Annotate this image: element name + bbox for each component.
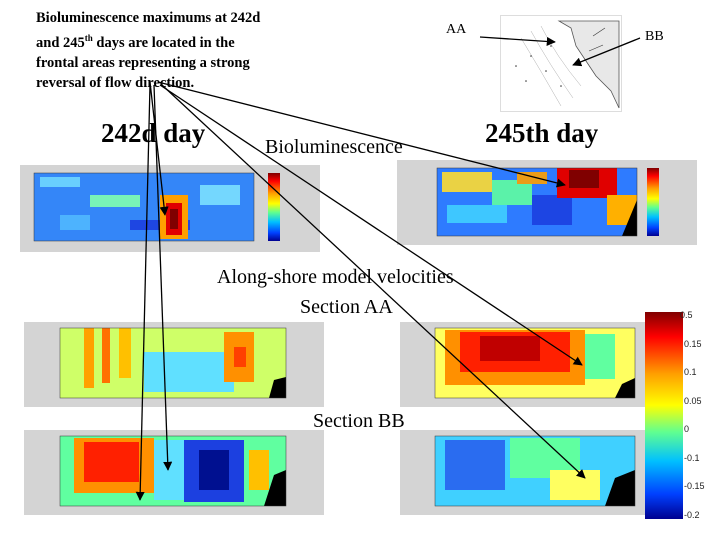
- colorbar-tick-label: 0: [684, 424, 690, 435]
- velocity-colorbar: [645, 312, 683, 519]
- colorbar-tick-label: -0.1: [684, 452, 700, 463]
- arrow-242-biolum: [149, 81, 169, 216]
- alongshore-aa-242-plot: [59, 327, 287, 399]
- colorbar-tick-label: 0.15: [684, 338, 702, 349]
- arrow-245-aa: [159, 84, 583, 366]
- heading-section-aa: Section AA: [300, 296, 393, 318]
- intro-line-1: Bioluminescence maximums at 242d: [36, 10, 261, 26]
- colorbar-tick-label: -0.2: [684, 510, 700, 520]
- heading-alongshore: Along-shore model velocities: [217, 266, 454, 288]
- arrow-242-aa: [135, 84, 151, 501]
- colorbar-tick-label: 0.5: [680, 310, 693, 320]
- intro-line-3: frontal areas representing a strong: [36, 54, 250, 71]
- heading-242d-day: 242d day: [101, 118, 206, 148]
- panel-alongshore-bb-245: [400, 430, 645, 515]
- intro-line-2-pre: and 245: [36, 34, 85, 51]
- arrow-242-bb: [153, 84, 173, 471]
- velocity-colorbar-gradient: [645, 312, 683, 519]
- label-aa: AA: [446, 22, 467, 37]
- arrow-245-bb: [161, 84, 586, 479]
- panel-biolum-242: [20, 165, 320, 252]
- heading-bioluminescence: Bioluminescence: [265, 136, 403, 158]
- biolum-242-plot: [33, 172, 280, 242]
- map-inset-drawing: [515, 20, 620, 109]
- panel-alongshore-aa-242: [24, 322, 324, 407]
- alongshore-aa-245-plot: [434, 327, 636, 399]
- arrow-aa: [479, 36, 556, 46]
- arrow-bb: [572, 37, 641, 67]
- colorbar-tick-label: 0.1: [684, 367, 697, 378]
- intro-line-2: and 245th days are located in the: [36, 28, 336, 53]
- arrow-245-biolum: [157, 81, 566, 188]
- intro-line-2-sup: th: [84, 33, 93, 43]
- intro-line-2-post: days are located in the: [92, 34, 235, 51]
- alongshore-bb-245-plot: [434, 435, 636, 507]
- heading-section-bb: Section BB: [313, 410, 405, 432]
- heading-245th-day: 245th day: [485, 118, 599, 148]
- label-bb: BB: [645, 29, 664, 44]
- colorbar-tick-label: 0.05: [684, 395, 702, 406]
- panel-alongshore-aa-245: [400, 322, 645, 407]
- map-inset: [500, 15, 622, 112]
- colorbar-tick-label: -0.15: [684, 481, 705, 492]
- biolum-245-plot: [436, 167, 659, 237]
- panel-biolum-245: [397, 160, 697, 245]
